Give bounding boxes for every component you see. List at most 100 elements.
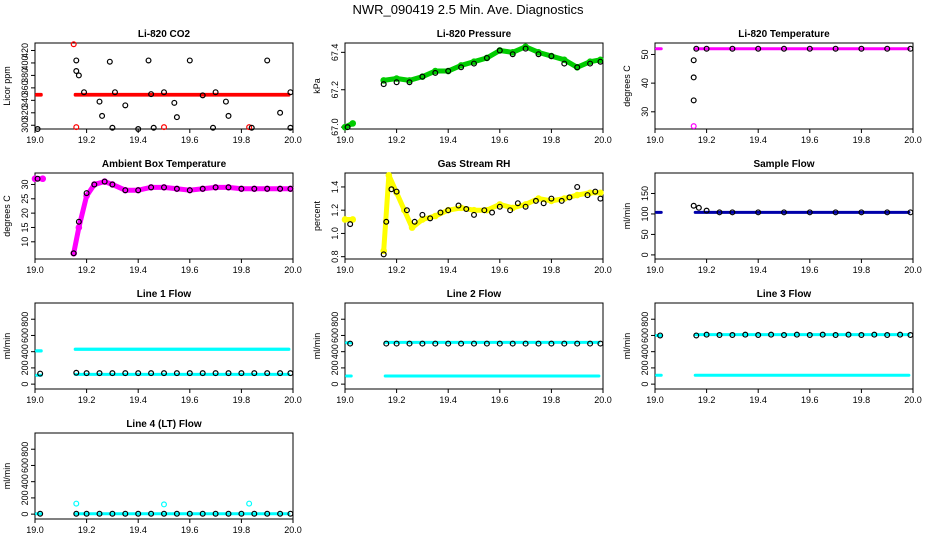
panel-9-series-averages-point: [884, 332, 891, 339]
panel-9-series-averages-point: [729, 332, 736, 339]
panel-5-xtick-label: 19.0: [336, 265, 354, 275]
panel-5-xtick-label: 19.8: [543, 265, 561, 275]
panel-10-title: Line 4 (LT) Flow: [126, 419, 202, 430]
panel-7-series-averages-point: [135, 370, 142, 377]
panel-10-ytick-label: 0: [20, 512, 30, 517]
panel-1-ytick-label: 340: [20, 93, 30, 108]
panel-8-series-averages-point: [535, 340, 542, 347]
panel-8-ytick-label: 200: [330, 360, 340, 375]
panel-9-series-averages-point: [832, 332, 839, 339]
panel-10-series-averages-point: [73, 510, 80, 517]
panel-2-ytick-label: 67.0: [330, 118, 340, 136]
panel-3-series-averages-point: [690, 74, 697, 81]
panel-4-ytick-label: 30: [20, 179, 30, 189]
panel-8-series-averages-point: [471, 340, 478, 347]
panel-8-series-averages-point: [432, 340, 439, 347]
panel-7-series-averages-point: [83, 370, 90, 377]
panel-10-ylabel: ml/min: [2, 463, 12, 490]
panel-1-series-averages-point: [96, 98, 103, 105]
panel-6-series-averages-point: [806, 209, 813, 216]
panel-7-xtick-label: 19.8: [233, 395, 251, 405]
panel-8-series-averages-point: [347, 340, 354, 347]
panel-2-series-averages-point: [597, 58, 604, 65]
panel-5-series-averages-point: [584, 192, 591, 199]
panel-6-xtick-label: 19.8: [853, 265, 871, 275]
panel-7-series-averages-point: [148, 370, 155, 377]
panel-2-series-averages-point: [432, 69, 439, 76]
panel-1-series-averages-point: [145, 57, 152, 64]
panel-2-series-raw-point: [561, 56, 568, 64]
panel-6-xtick-label: 19.2: [698, 265, 716, 275]
panel-4-series-raw-point: [31, 175, 39, 183]
panel-4-series-averages-point: [173, 185, 180, 192]
panel-1-series-averages-point: [135, 125, 142, 132]
panel-5-series-averages-point: [548, 195, 555, 202]
panel-5-series-averages-point: [566, 194, 573, 201]
panel-6-series-averages-point: [703, 207, 710, 214]
panel-6-series-averages-point: [907, 209, 914, 216]
panel-8-ytick-label: 800: [330, 312, 340, 327]
panel-7-series-averages-point: [199, 370, 206, 377]
panel-9-series-averages-point: [703, 331, 710, 338]
panel-2-series-averages-point: [535, 51, 542, 58]
panel-9-xtick-label: 19.8: [853, 395, 871, 405]
panel-1-series-averages-point: [212, 89, 219, 96]
panel-5-series-averages-point: [592, 188, 599, 195]
panel-5-series-averages-point: [489, 209, 496, 216]
panel-5-series-averages-point: [471, 211, 478, 218]
panel-2-series-averages-point: [574, 64, 581, 71]
panel-7-xtick-label: 19.2: [78, 395, 96, 405]
panel-9-frame: [654, 302, 914, 390]
panel-3-ylabel: degrees C: [622, 65, 632, 107]
panel-9-series-averages-point: [806, 332, 813, 339]
panel-6-series-averages-point: [755, 209, 762, 216]
panel-3-series-averages-point: [755, 45, 762, 52]
panel-4-xtick-label: 19.0: [26, 265, 44, 275]
panel-2-frame: [344, 42, 604, 130]
panel-9-xtick-label: 19.4: [749, 395, 767, 405]
panel-5-series-raw-segment: [381, 172, 392, 254]
panel-8-series-averages-point: [561, 340, 568, 347]
panel-9-series-averages-point: [819, 331, 826, 338]
panel-10-series-averages-point: [199, 510, 206, 517]
panel-1-ytick-label: 320: [20, 105, 30, 120]
panel-5-series-averages-point: [597, 195, 604, 202]
panel-6-ylabel: ml/min: [622, 203, 632, 230]
panel-10-series-averages-point: [225, 510, 232, 517]
panel-4-series-raw-point: [83, 192, 90, 200]
panel-8-series-cyan-high-band: [383, 340, 601, 344]
panel-7-frame: [34, 302, 294, 390]
panel-8-series-averages-point: [496, 340, 503, 347]
panel-8-xtick-label: 19.6: [491, 395, 509, 405]
panel-10-series-averages-point: [287, 510, 294, 517]
panel-1-ylabel: Licor ppm: [2, 66, 12, 106]
panel-10-series-cyan-spikes-point: [73, 500, 80, 507]
panel-2-series-averages-point: [471, 60, 478, 67]
panel-7-series-averages-point: [186, 370, 193, 377]
panel-3-series-averages-point: [832, 45, 839, 52]
panel-2-xtick-label: 19.4: [439, 135, 457, 145]
panel-4-series-raw-point: [75, 224, 83, 231]
panel-9-xtick-label: 19.6: [801, 395, 819, 405]
panel-4-ylabel: degrees C: [2, 195, 12, 237]
panel-4-xtick-label: 19.8: [233, 265, 251, 275]
panel-5-title: Gas Stream RH: [438, 159, 511, 170]
panel-7-ytick-label: 200: [20, 360, 30, 375]
panel-5-series-averages-point: [347, 221, 354, 228]
panel-5-series-raw-point: [522, 201, 529, 208]
panel-4-series-averages-point: [287, 185, 294, 192]
panel-4-series-averages-point: [135, 187, 142, 194]
panel-2-xtick-label: 19.2: [388, 135, 406, 145]
panel-6-series-averages-point: [780, 209, 787, 216]
panel-9-series-averages-point: [768, 331, 775, 338]
panel-5-series-averages-point: [427, 215, 434, 222]
panel-10-series-averages-point: [212, 510, 219, 517]
panel-1-series-averages-point: [277, 109, 284, 116]
panel-10-xtick-label: 19.8: [233, 525, 251, 535]
panel-4-series-averages-point: [109, 181, 116, 188]
panel-1-series-averages-point: [106, 58, 113, 65]
panel-9-series-averages-point: [742, 331, 749, 338]
panel-10-xtick-label: 19.0: [26, 525, 44, 535]
panel-5-series-raw-point: [548, 197, 555, 205]
